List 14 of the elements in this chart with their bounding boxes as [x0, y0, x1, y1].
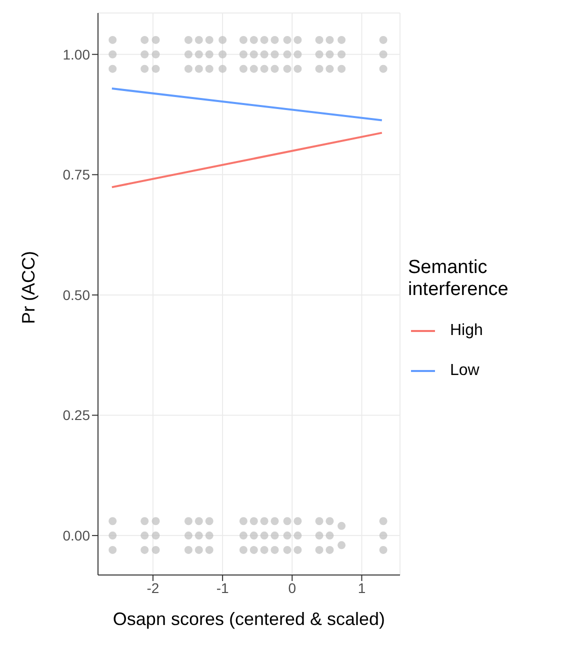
y-axis-title: Pr (ACC) — [18, 251, 38, 324]
legend-label: Low — [450, 362, 480, 380]
x-tick-label: -1 — [216, 580, 229, 596]
x-tick-label: 0 — [288, 580, 296, 596]
y-tick-label: 0.00 — [62, 528, 90, 544]
x-tick-label: 1 — [358, 580, 366, 596]
y-tick-label: 0.50 — [62, 286, 90, 303]
y-tick-label: 0.75 — [62, 166, 90, 183]
x-tick-label: -2 — [146, 580, 160, 596]
y-tick-label: 1.00 — [62, 46, 90, 62]
legend-title: Semantic interference — [408, 257, 510, 301]
legend-label: High — [450, 322, 483, 340]
y-tick-label: 0.25 — [62, 407, 90, 424]
x-axis-title: Osapn scores (centered & scaled) — [112, 609, 386, 629]
